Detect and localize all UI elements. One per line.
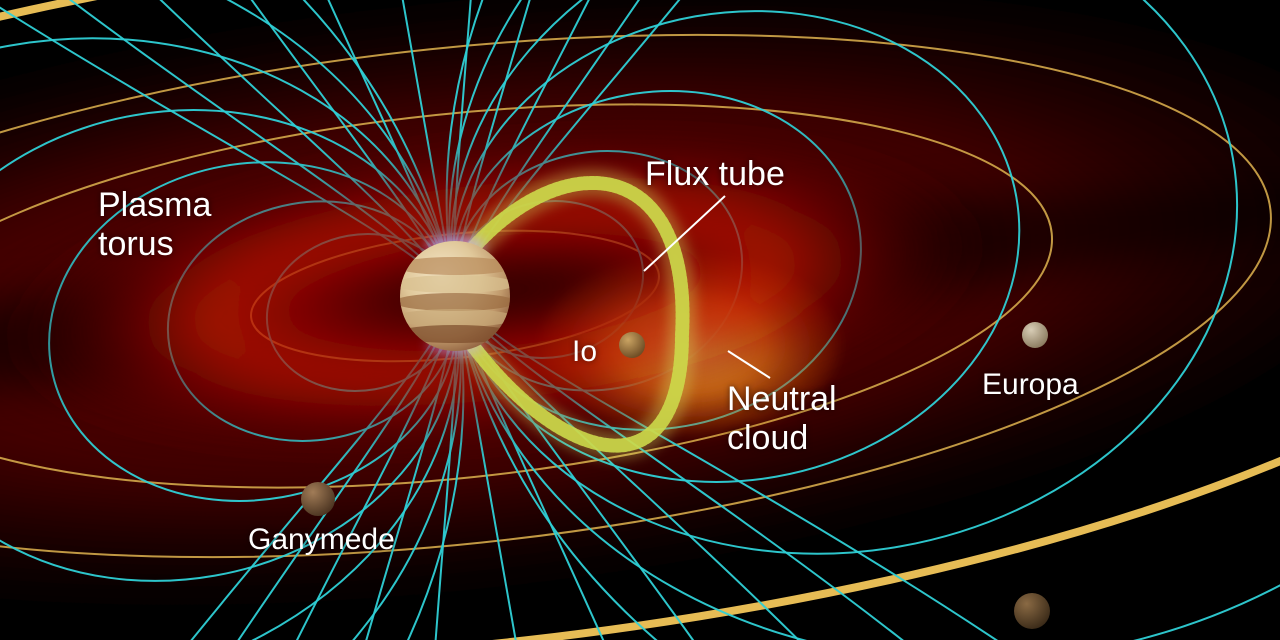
scene-svg <box>0 0 1280 640</box>
diagram-stage: Plasma torus Flux tube Io Neutral cloud … <box>0 0 1280 640</box>
moon-ganymede <box>301 482 335 516</box>
moon-io <box>619 332 645 358</box>
moon-callisto <box>1014 593 1050 629</box>
moon-europa <box>1022 322 1048 348</box>
